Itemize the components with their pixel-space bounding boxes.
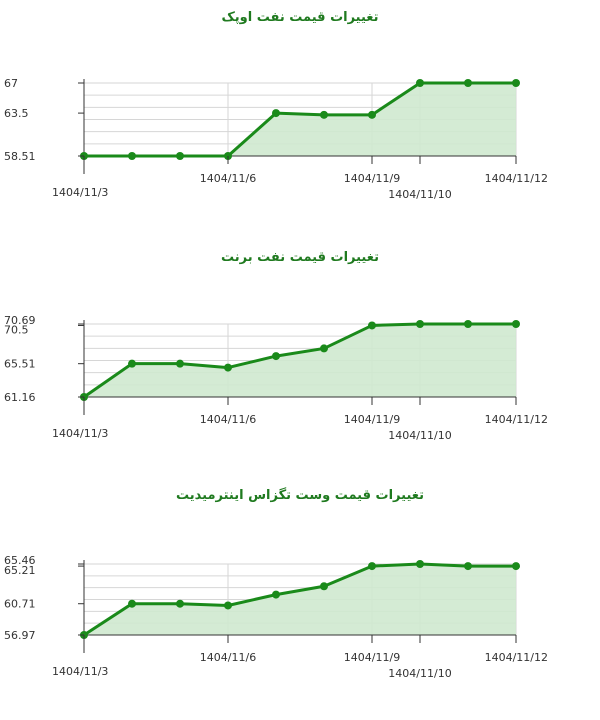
data-point — [176, 152, 184, 160]
data-point — [512, 320, 520, 328]
x-tick-label: 1404/11/10 — [388, 667, 451, 680]
y-tick-label: 61.16 — [4, 391, 36, 404]
data-point — [512, 79, 520, 87]
y-tick-label: 65.46 — [4, 554, 36, 567]
y-tick-label: 63.5 — [4, 107, 29, 120]
x-tick-label: 1404/11/3 — [52, 186, 108, 199]
x-tick-label: 1404/11/9 — [344, 172, 400, 185]
x-tick-label: 1404/11/6 — [200, 651, 256, 664]
series-line — [83, 322, 516, 399]
data-point — [224, 601, 232, 610]
data-point — [320, 582, 328, 591]
y-tick-label: 60.71 — [4, 598, 36, 611]
y-tick-label: 58.51 — [4, 150, 36, 163]
series-line — [84, 81, 516, 158]
x-tick-label: 1404/11/6 — [200, 172, 256, 185]
series-line — [83, 562, 516, 637]
brent-chart: تغییرات قیمت نفت برنت 70.69 70.5 65.51 61.1… — [0, 240, 600, 470]
data-point — [368, 321, 376, 330]
series-area — [84, 324, 516, 397]
data-point — [272, 352, 280, 361]
data-point — [416, 560, 424, 568]
x-tick-label: 1404/11/12 — [485, 651, 548, 664]
y-tick-label: 56.97 — [4, 629, 36, 642]
data-point — [128, 359, 136, 368]
x-tick-label: 1404/11/12 — [485, 172, 548, 185]
chart-title: تغییرات قیمت نفت برنت — [221, 250, 379, 265]
y-tick-label: 70.5 — [4, 323, 29, 336]
data-point — [272, 109, 280, 118]
x-tick-label: 1404/11/10 — [388, 188, 451, 201]
x-tick-label: 1404/11/6 — [200, 413, 256, 426]
data-point — [176, 599, 184, 608]
data-point — [368, 562, 376, 571]
series-area — [84, 83, 516, 156]
data-point — [128, 152, 136, 160]
y-tick-label: 70.69 — [4, 314, 36, 327]
data-point — [224, 363, 232, 372]
data-point — [128, 599, 136, 608]
y-tick-label: 65.51 — [4, 358, 36, 371]
data-point — [416, 320, 424, 328]
x-tick-label: 1404/11/10 — [388, 429, 451, 442]
data-point — [272, 590, 280, 599]
data-point — [416, 79, 424, 87]
series-area — [84, 564, 516, 635]
opec-chart: تغییرات قیمت نفت اوپک 67 63.5 58.51 1404/11… — [0, 0, 600, 230]
x-tick-label: 1404/11/12 — [485, 413, 548, 426]
x-tick-label: 1404/11/3 — [52, 665, 108, 678]
x-tick-label: 1404/11/9 — [344, 651, 400, 664]
chart-title: تغییرات قیمت نفت اوپک — [221, 10, 379, 25]
data-point — [464, 79, 472, 87]
x-tick-label: 1404/11/3 — [52, 427, 108, 440]
data-point — [368, 110, 376, 119]
chart-plot: 67 63.5 58.51 1404/11/3 1404/11/6 1404/11/9 14… — [4, 77, 548, 201]
data-point — [464, 320, 472, 328]
data-point — [464, 562, 472, 571]
data-point — [320, 110, 328, 119]
y-tick-label: 67 — [4, 77, 18, 90]
y-tick-label: 65.21 — [4, 564, 36, 577]
data-point — [320, 344, 328, 353]
x-tick-label: 1404/11/9 — [344, 413, 400, 426]
data-point — [512, 562, 520, 571]
wti-chart: تغییرات قیمت وست تگزاس اینترمیدیت 65.46 6… — [0, 480, 600, 710]
data-point — [176, 359, 184, 368]
chart-title: تغییرات قیمت وست تگزاس اینترمیدیت — [176, 488, 424, 503]
